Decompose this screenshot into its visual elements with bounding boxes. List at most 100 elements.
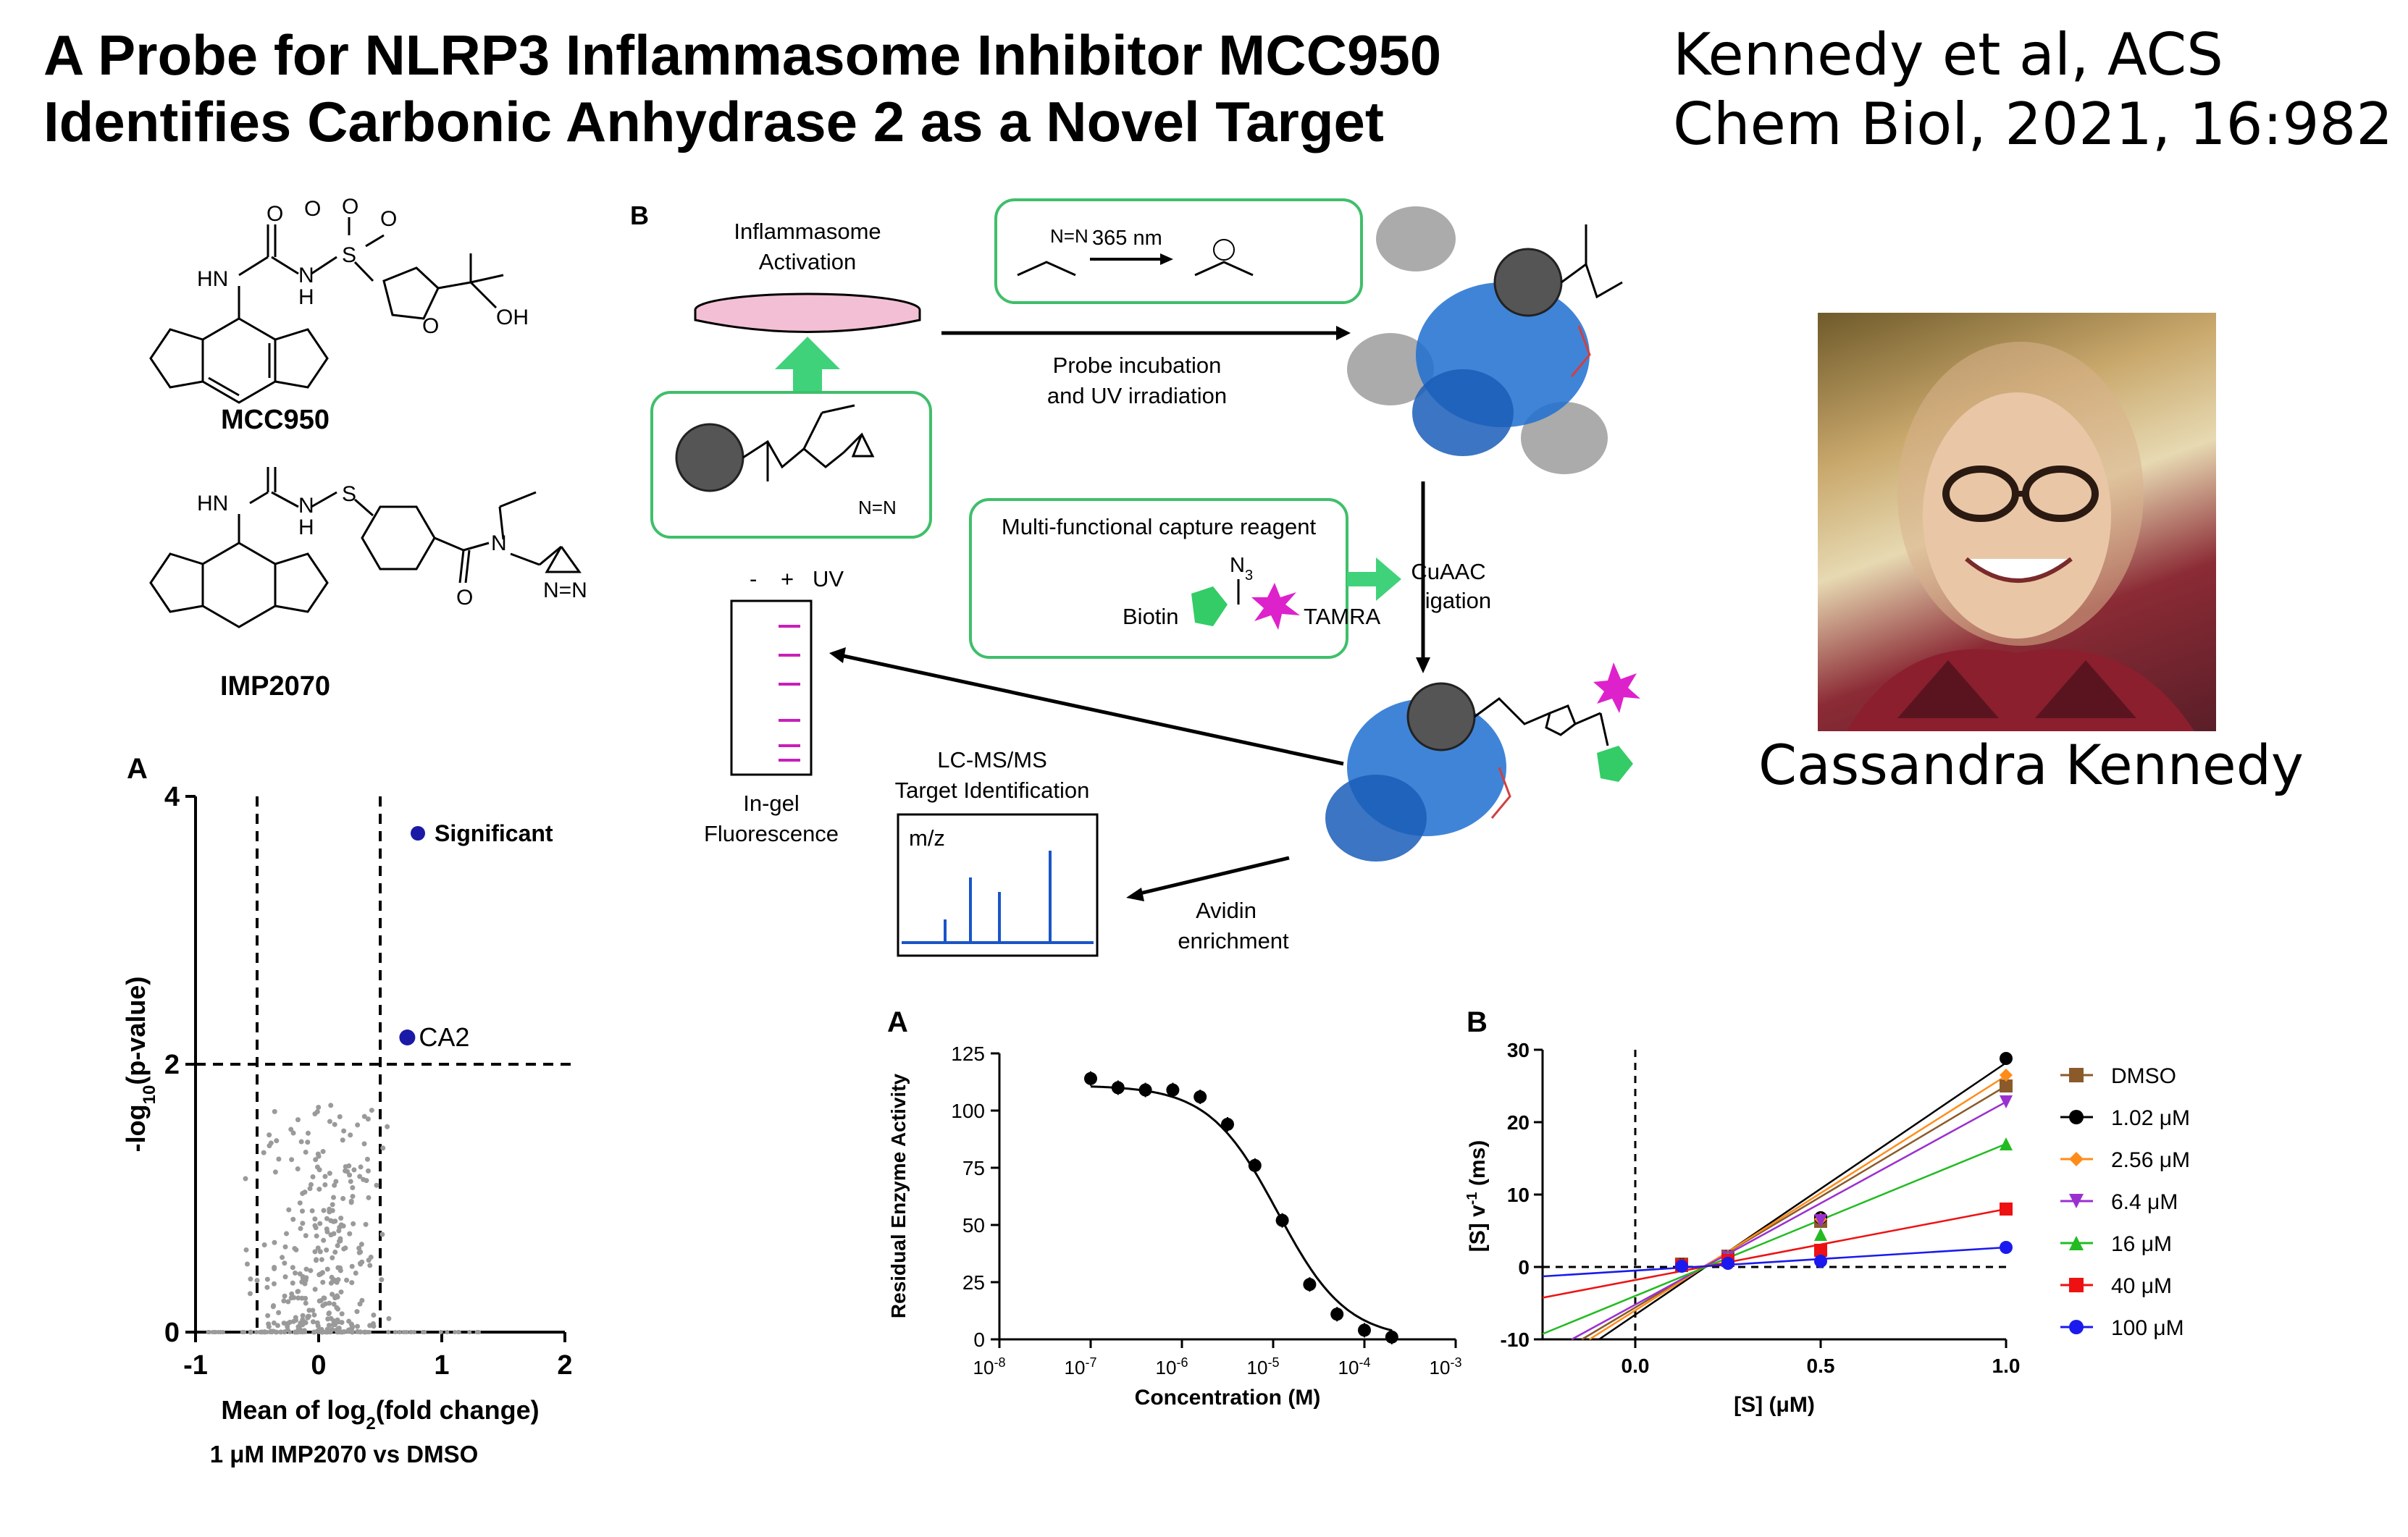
mcc950-atom-labels: O O O O HN N H S O OH (197, 195, 529, 338)
atom-s: S (342, 482, 356, 506)
volcano-y-axis-label: -log10(p-value) (121, 977, 159, 1153)
kinetics-x-axis-label: [S] (μM) (1734, 1393, 1815, 1417)
y-label-sup: -1 (1464, 1192, 1480, 1205)
avidin-arrow (1136, 856, 1290, 896)
background-point (351, 1221, 356, 1226)
x-tick-base: 10 (973, 1357, 994, 1378)
background-point (310, 1307, 316, 1313)
series-data-point (1814, 1214, 1827, 1227)
background-point (380, 1145, 386, 1151)
green-right-arrow-icon (1347, 557, 1401, 601)
background-point (340, 1137, 345, 1143)
series-data-point (2000, 1079, 2013, 1092)
series-data-point (1675, 1260, 1688, 1273)
background-point (281, 1321, 287, 1326)
background-point (321, 1237, 327, 1243)
background-point (314, 1233, 319, 1239)
background-point (271, 1281, 277, 1287)
background-point (363, 1221, 369, 1227)
background-point (331, 1231, 337, 1237)
background-point (370, 1321, 376, 1326)
background-point (320, 1149, 326, 1155)
background-point (244, 1261, 250, 1267)
enzyme-kinetics-chart: B -10 0 10 20 30 0.0 0.5 1.0 DMSO 1.02 μM 2.56 μ… (1464, 1006, 2190, 1417)
legend-label: 1.02 μM (2111, 1106, 2190, 1130)
legend-label: DMSO (2111, 1064, 2176, 1088)
legend-marker (2069, 1110, 2084, 1124)
background-point (321, 1208, 327, 1213)
background-point (243, 1247, 249, 1252)
background-point (393, 1330, 398, 1334)
background-point (332, 1182, 337, 1188)
series-fit-line (1542, 1208, 2007, 1299)
y-tick-label: 0 (1518, 1256, 1530, 1279)
background-point (344, 1277, 350, 1283)
y-tick-label: -10 (1501, 1328, 1530, 1351)
background-point (317, 1249, 323, 1255)
background-point (268, 1140, 274, 1146)
background-point (347, 1231, 353, 1237)
background-point (297, 1200, 303, 1206)
workflow-diagram: B Inflammasome Activation N=N N=N 365 nm… (630, 198, 1640, 957)
legend-significant: Significant (435, 820, 553, 846)
background-point (365, 1116, 371, 1122)
x-tick-base: 10 (1156, 1357, 1177, 1378)
legend-marker (2069, 1320, 2084, 1334)
x-tick-exponent: -6 (1176, 1355, 1188, 1370)
background-point (371, 1312, 377, 1318)
series-data-point (1814, 1228, 1827, 1241)
dose-response-fit-curve (1090, 1085, 1393, 1332)
data-point (1166, 1083, 1180, 1097)
background-point (326, 1323, 332, 1328)
x-tick-label: -1 (183, 1350, 208, 1381)
tamra-star-icon (1251, 583, 1300, 630)
x-tick-exponent: -3 (1450, 1355, 1461, 1370)
background-point (328, 1280, 334, 1286)
background-point (467, 1330, 472, 1334)
background-point (374, 1182, 379, 1188)
background-point (349, 1326, 355, 1331)
background-point (310, 1174, 316, 1179)
tamra-label: TAMRA (1304, 604, 1381, 629)
atom-o: O (342, 195, 358, 219)
cuaac-line-1: CuAAC (1411, 559, 1485, 584)
y-tick-label: 0 (164, 1318, 180, 1348)
background-point (282, 1329, 288, 1335)
background-point (335, 1243, 340, 1249)
x-tick-exponent: -8 (994, 1355, 1005, 1370)
lcms-line-1: LC-MS/MS (937, 747, 1047, 772)
series-fit-line (1598, 1061, 2007, 1341)
x-tick-label: 10-3 (1430, 1355, 1462, 1378)
background-point (303, 1277, 309, 1283)
dose-y-axis-label: Residual Enzyme Activity (887, 1073, 910, 1318)
background-point (330, 1255, 335, 1260)
background-point (243, 1176, 248, 1182)
background-point (316, 1330, 322, 1334)
background-point (349, 1263, 355, 1269)
background-point (347, 1172, 353, 1178)
background-point (314, 1109, 320, 1115)
compound-name-imp2070: IMP2070 (220, 671, 330, 702)
author-photo (1818, 313, 2216, 731)
x-tick-label: 10-8 (973, 1355, 1006, 1378)
ca2-point (399, 1029, 416, 1045)
background-point (282, 1274, 288, 1280)
background-point (295, 1295, 301, 1301)
background-point (333, 1179, 339, 1184)
background-point (290, 1216, 296, 1222)
background-point (311, 1330, 316, 1334)
background-point (327, 1119, 332, 1124)
background-point (261, 1150, 267, 1155)
kinetics-y-axis-label: [S] v-1 (ms) (1464, 1140, 1490, 1252)
background-point (286, 1207, 292, 1213)
gel-plus-label: + (781, 566, 794, 591)
background-point (218, 1330, 223, 1334)
background-point (288, 1127, 294, 1132)
background-point (330, 1292, 335, 1297)
background-point (350, 1185, 356, 1191)
background-point (353, 1271, 358, 1276)
background-point (354, 1323, 360, 1329)
background-point (257, 1330, 262, 1334)
background-point (272, 1239, 277, 1245)
background-point (335, 1306, 341, 1312)
